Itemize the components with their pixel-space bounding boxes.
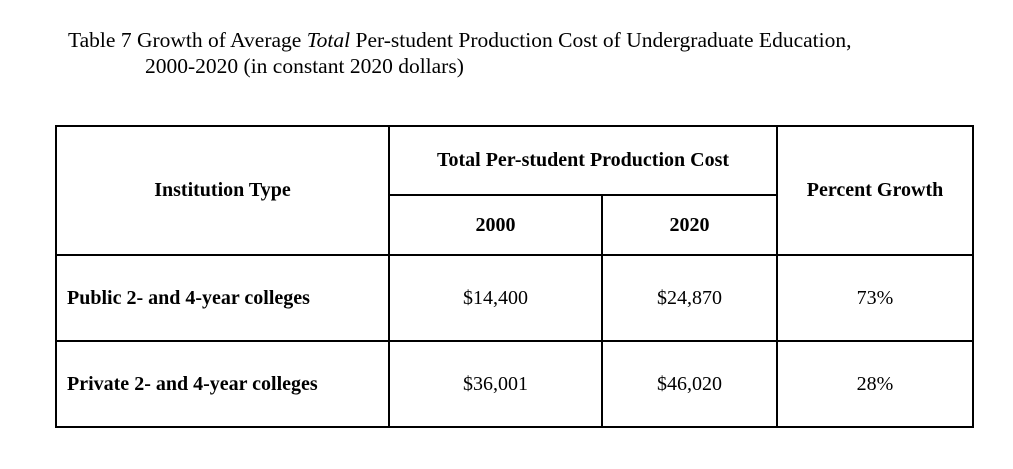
cost-table: Institution Type Total Per-student Produ… [55,125,975,428]
table-row: Private 2- and 4-year colleges $36,001 $… [55,340,975,428]
row-growth: 73% [776,254,975,342]
header-institution-type: Institution Type [55,125,390,256]
row-cost-2020: $46,020 [600,340,779,428]
row-cost-2000: $14,400 [388,254,603,342]
header-year-2020: 2020 [600,194,779,256]
table-header-row-2: 2000 2020 [56,194,973,256]
caption-prefix: Table 7 Growth of Average [68,28,307,52]
row-cost-2000: $36,001 [388,340,603,428]
header-cost-group: Total Per-student Production Cost [387,125,779,196]
table-row: Public 2- and 4-year colleges $14,400 $2… [55,254,975,342]
table-header-row-1: Institution Type Total Per-student Produ… [55,125,975,256]
caption-line2: 2000-2020 (in constant 2020 dollars) [145,54,464,78]
row-cost-2020: $24,870 [600,254,779,342]
caption-emphasis: Total [306,28,351,52]
table-caption: Table 7 Growth of Average Total Per-stud… [68,27,968,79]
header-percent-growth: Percent Growth [776,125,975,256]
caption-suffix: Per-student Production Cost of Undergrad… [350,28,852,52]
row-institution-type: Private 2- and 4-year colleges [55,340,390,428]
row-institution-type: Public 2- and 4-year colleges [55,254,390,342]
header-year-2000: 2000 [388,194,603,256]
row-growth: 28% [776,340,975,428]
